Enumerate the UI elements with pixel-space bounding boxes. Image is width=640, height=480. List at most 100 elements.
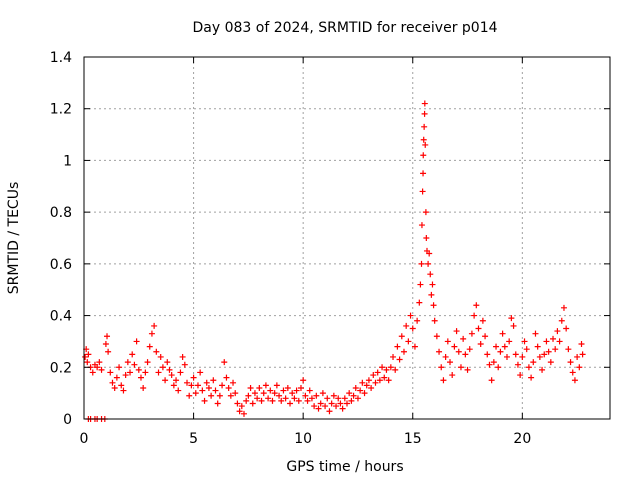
data-point [230,379,237,386]
data-point [184,379,191,386]
data-point [503,353,510,360]
data-point [392,366,399,373]
data-point [576,364,583,371]
data-point [227,392,234,399]
data-point [569,369,576,376]
data-point [166,366,173,373]
data-point [234,400,241,407]
data-point [482,333,489,340]
data-point [170,382,177,389]
data-point [267,387,274,394]
chart-title: Day 083 of 2024, SRMTID for receiver p01… [192,20,497,36]
data-point [109,379,116,386]
x-tick-label: 20 [513,431,531,447]
data-point [556,338,563,345]
data-point [131,361,138,368]
data-point [251,390,258,397]
data-point [558,317,565,324]
data-point [175,387,182,394]
data-point [96,359,103,366]
data-point [135,366,142,373]
data-point [427,271,434,278]
data-point [420,152,427,159]
data-point [422,141,429,148]
data-point [517,372,524,379]
data-point [148,330,155,337]
data-point [120,387,127,394]
data-point [124,359,131,366]
data-point [390,353,397,360]
data-point [372,379,379,386]
data-point [398,333,405,340]
data-point [240,410,247,417]
data-point [159,364,166,371]
data-point [256,384,263,391]
y-tick-label: 0 [63,412,72,428]
data-point [419,188,426,195]
data-point [137,374,144,381]
data-point [411,343,418,350]
data-point [326,408,333,415]
data-point [579,351,586,358]
data-point [276,392,283,399]
data-point [223,374,230,381]
y-tick-label: 1 [63,153,72,169]
data-point [471,312,478,319]
data-point [116,364,123,371]
data-point [232,390,239,397]
data-point [550,335,557,342]
y-tick-label: 0.8 [50,205,72,221]
data-point [374,369,381,376]
data-point [273,382,280,389]
data-point [512,351,519,358]
data-point [495,364,502,371]
data-point [433,333,440,340]
data-point [295,397,302,404]
data-point [383,366,390,373]
data-point [190,374,197,381]
data-point [127,369,134,376]
data-point [350,392,357,399]
data-point [501,343,508,350]
data-point [85,351,92,358]
data-point [203,379,210,386]
data-point [236,408,243,415]
y-tick-label: 1.4 [50,50,72,66]
data-point [376,377,383,384]
data-point [144,359,151,366]
data-point [82,353,89,360]
x-tick-label: 5 [189,431,198,447]
data-point [394,343,401,350]
data-point [428,291,435,298]
data-point [243,397,250,404]
data-point [284,384,291,391]
data-point [94,364,101,371]
data-point [278,397,285,404]
data-point [282,395,289,402]
data-point [129,351,136,358]
data-point [468,330,475,337]
data-point [567,359,574,366]
data-point [420,136,427,143]
data-point [420,170,427,177]
data-point [280,387,287,394]
data-point [199,387,206,394]
data-point [370,372,377,379]
data-point [260,390,267,397]
data-point [521,338,528,345]
data-point [247,384,254,391]
data-point [554,328,561,335]
data-point [313,392,320,399]
data-point [238,403,245,410]
data-point [194,382,201,389]
data-point [462,351,469,358]
data-point [486,361,493,368]
data-point [475,325,482,332]
data-point [440,377,447,384]
data-point [365,377,372,384]
data-point [508,315,515,322]
data-point [162,377,169,384]
data-point [493,343,500,350]
data-point [442,353,449,360]
data-point [523,346,530,353]
